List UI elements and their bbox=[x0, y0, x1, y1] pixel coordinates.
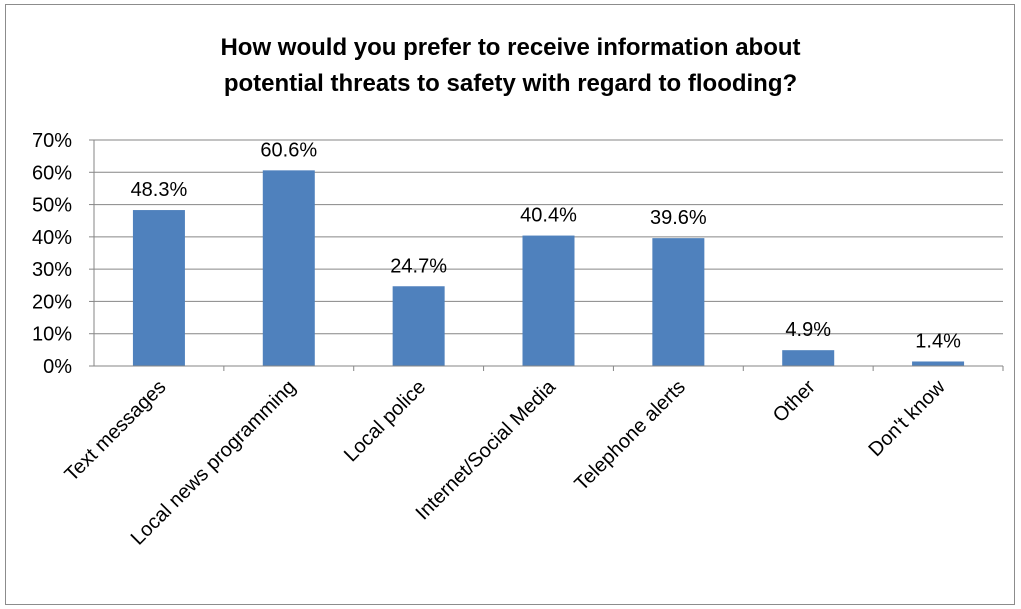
data-label: 24.7% bbox=[390, 255, 447, 277]
data-label: 48.3% bbox=[131, 179, 188, 201]
y-tick-label: 40% bbox=[32, 227, 72, 249]
data-label: 4.9% bbox=[785, 319, 831, 341]
x-tick-label: Don't know bbox=[865, 376, 950, 461]
x-tick-label: Other bbox=[769, 376, 820, 427]
bar bbox=[132, 210, 185, 366]
data-label: 40.4% bbox=[520, 205, 577, 227]
chart-title-line-1: How would you prefer to receive informat… bbox=[220, 34, 801, 61]
bar bbox=[262, 170, 315, 366]
data-label: 39.6% bbox=[650, 207, 707, 229]
x-tick-label: Local police bbox=[340, 376, 430, 466]
chart-title-line-2: potential threats to safety with regard … bbox=[223, 70, 798, 97]
data-label: 1.4% bbox=[915, 330, 961, 352]
y-tick-label: 20% bbox=[32, 291, 72, 313]
y-tick-label: 0% bbox=[43, 356, 72, 378]
bar bbox=[392, 286, 445, 366]
bars bbox=[132, 170, 965, 366]
data-labels: 48.3% 60.6% 24.7% 40.4% 39.6% 4.9% 1.4% bbox=[131, 139, 962, 352]
bar bbox=[782, 350, 835, 366]
y-tick-label: 30% bbox=[32, 259, 72, 281]
x-tick-label: Text messages bbox=[61, 376, 171, 486]
bar bbox=[652, 238, 705, 366]
data-label: 60.6% bbox=[260, 139, 317, 161]
y-tick-label: 60% bbox=[32, 162, 72, 184]
y-tick-label: 50% bbox=[32, 195, 72, 217]
bar bbox=[522, 235, 575, 366]
y-tick-label: 10% bbox=[32, 324, 72, 346]
bar bbox=[912, 361, 965, 366]
x-tick-label: Telephone alerts bbox=[571, 376, 690, 495]
y-tick-label: 70% bbox=[32, 130, 72, 152]
x-tick-label: Internet/Social Media bbox=[412, 375, 561, 524]
chart-title: How would you prefer to receive informat… bbox=[0, 30, 1021, 102]
y-axis-tick-labels: 0% 10% 20% 30% 40% 50% 60% 70% bbox=[32, 130, 72, 378]
